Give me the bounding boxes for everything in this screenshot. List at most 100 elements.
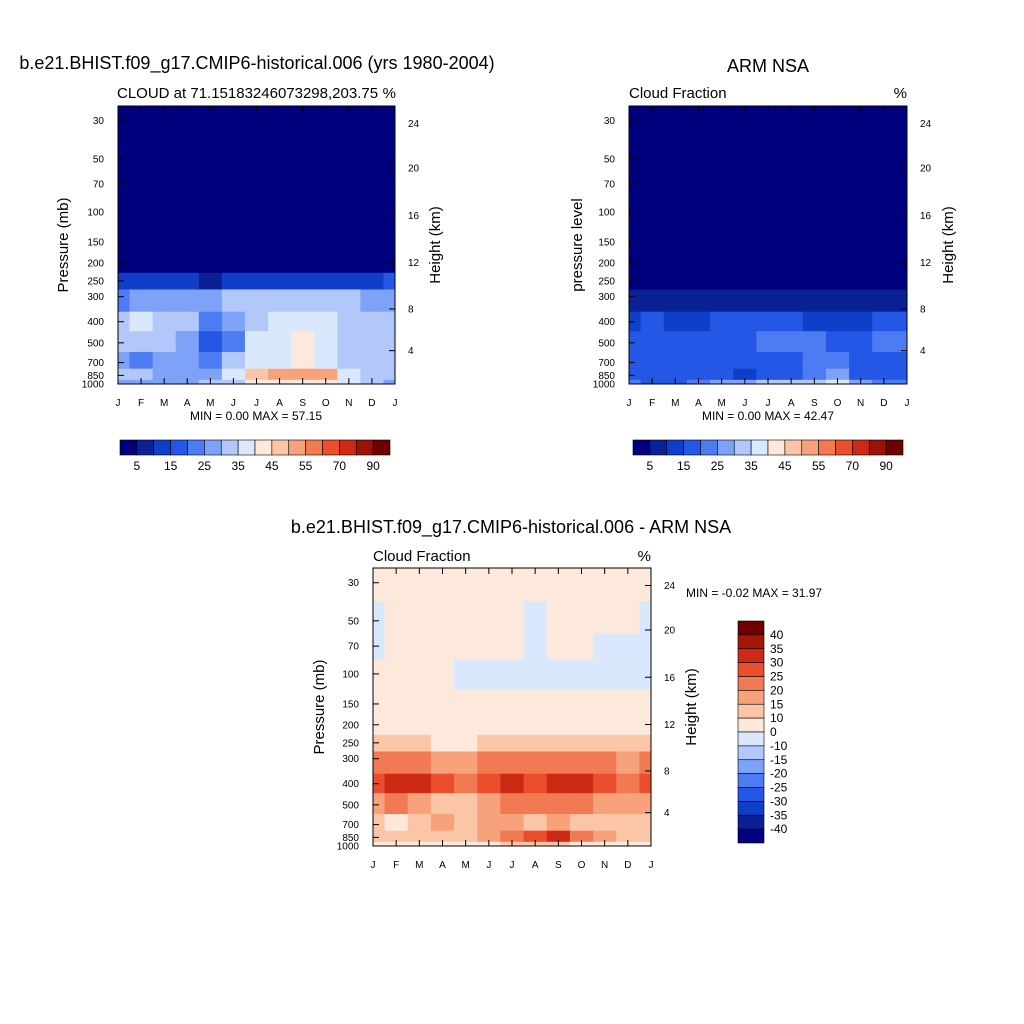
x-tick-label: A <box>276 398 283 409</box>
colorbar-swatch <box>784 439 803 456</box>
heatmap-cell <box>454 793 478 815</box>
heatmap-cell <box>477 633 501 661</box>
heatmap-cell <box>640 171 665 199</box>
heatmap-cell <box>546 568 571 602</box>
heatmap-cell <box>523 773 548 794</box>
heatmap-cell <box>663 331 688 353</box>
heatmap-cell <box>733 106 757 140</box>
heatmap-cell <box>430 773 455 794</box>
colorbar-swatch <box>737 745 765 761</box>
heatmap-cell <box>244 139 269 172</box>
heatmap-cell <box>383 106 396 140</box>
heatmap-cell <box>849 272 873 290</box>
heatmap-cell <box>616 633 640 661</box>
heatmap-cell <box>360 226 384 254</box>
heatmap-cell <box>546 633 571 661</box>
panel-model-cloud: b.e21.BHIST.f09_g17.CMIP6-historical.006… <box>19 53 494 473</box>
heatmap-cell <box>616 814 640 832</box>
x-tick-label: O <box>834 398 842 409</box>
heatmap-cell <box>221 352 246 370</box>
heatmap-cell <box>825 106 850 140</box>
heatmap-cell <box>384 688 409 716</box>
heatmap-cell <box>152 368 177 381</box>
heatmap-cell <box>152 139 177 172</box>
heatmap-cell <box>314 253 338 274</box>
heatmap-cell <box>373 773 386 794</box>
heatmap-cell <box>373 659 386 690</box>
heatmap-cell <box>629 289 642 313</box>
heatmap-cell <box>407 773 432 794</box>
heatmap-cell <box>454 633 478 661</box>
heatmap-cell <box>454 601 478 634</box>
heatmap-cell <box>152 253 177 274</box>
y-tick-label: 1000 <box>337 842 360 853</box>
heatmap-cell <box>523 601 548 634</box>
heatmap-cell <box>407 633 432 661</box>
heatmap-cell <box>129 197 154 228</box>
heatmap-cell <box>686 311 711 332</box>
y-tick-label: 300 <box>598 292 615 303</box>
heatmap-cell <box>686 106 711 140</box>
heatmap-cell <box>477 793 501 815</box>
heatmap-cell <box>152 272 177 290</box>
heatmap-cell <box>663 253 688 274</box>
heatmap-cell <box>383 331 396 353</box>
heatmap-cell <box>477 688 501 716</box>
heatmap-cell <box>686 368 711 381</box>
y-tick-label: 300 <box>87 292 104 303</box>
colorbar-swatch <box>737 717 765 733</box>
heatmap-cell <box>825 311 850 332</box>
heatmap-cell <box>895 311 908 332</box>
y-axis-label: Pressure (mb) <box>311 659 328 754</box>
heatmap-cell <box>802 272 827 290</box>
heatmap-cell <box>640 139 665 172</box>
heatmap-cell <box>500 814 525 832</box>
heatmap-cell <box>872 226 896 254</box>
y-tick-label: 100 <box>598 207 615 218</box>
heatmap-cell <box>314 139 338 172</box>
heatmap-cell <box>849 331 873 353</box>
heatmap-cell <box>616 568 640 602</box>
heatmap-cell <box>895 171 908 199</box>
colorbar-swatch <box>737 620 765 636</box>
heatmap-cell <box>454 814 478 832</box>
heatmap-cell <box>118 253 131 274</box>
heatmap-cell <box>430 734 455 752</box>
x-tick-label: S <box>811 398 818 409</box>
heatmap-cell <box>268 352 292 370</box>
heatmap-cell <box>500 773 525 794</box>
heatmap-cell <box>872 253 896 274</box>
colorbar-swatch <box>852 439 870 456</box>
heatmap-cell <box>629 106 642 140</box>
heatmap-cell <box>198 197 223 228</box>
heatmap-cell <box>291 106 315 140</box>
heatmap-cell <box>546 814 571 832</box>
y-tick-label: 150 <box>87 237 104 248</box>
x-tick-label: J <box>254 398 259 409</box>
heatmap-cell <box>500 568 525 602</box>
heatmap-cell <box>802 352 827 370</box>
heatmap-cell <box>523 715 548 736</box>
heatmap-cell <box>546 715 571 736</box>
colorbar-label: 0 <box>770 725 777 739</box>
y-tick-label: 70 <box>348 642 360 653</box>
x-tick-label: J <box>766 398 771 409</box>
heatmap-cell <box>895 379 908 385</box>
colorbar-swatch <box>737 801 765 816</box>
heatmap-cell <box>175 289 200 313</box>
heatmap-cell <box>733 368 757 381</box>
heatmap-cell <box>383 311 396 332</box>
heatmap-cell <box>337 331 361 353</box>
heatmap-cell <box>244 171 269 199</box>
heatmap-cell <box>802 139 827 172</box>
colorbar-swatch <box>737 634 765 650</box>
heatmap-cell <box>175 331 200 353</box>
heatmap-cell <box>593 568 617 602</box>
heatmap-cell <box>118 379 131 385</box>
heatmap-cell <box>383 368 396 381</box>
heatmap-cell <box>593 751 617 775</box>
colorbar-swatch <box>119 439 138 456</box>
colorbar-label: 40 <box>770 628 784 642</box>
y-right-tick-label: 24 <box>664 581 676 592</box>
heatmap-cell <box>175 171 200 199</box>
